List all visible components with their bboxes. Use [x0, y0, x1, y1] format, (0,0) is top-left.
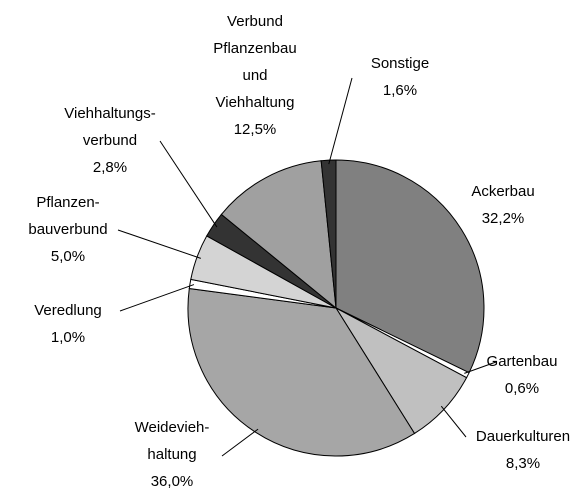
category-label: Gartenbau: [487, 353, 558, 370]
category-label: Pflanzen-bauverbund: [28, 194, 107, 238]
value-label: 8,3%: [506, 455, 540, 472]
value-label: 1,6%: [383, 82, 417, 99]
category-label: Dauerkulturen: [476, 428, 570, 445]
leader-line: [328, 77, 353, 165]
category-label: Ackerbau: [471, 183, 534, 200]
category-label: Sonstige: [371, 55, 429, 72]
category-label: Verbund Pflanzenbau und Viehhaltung: [213, 13, 296, 111]
pie-slice: [335, 159, 485, 374]
pie-slice: [220, 160, 337, 310]
value-label: 1,0%: [51, 329, 85, 346]
leader-line: [440, 405, 467, 438]
value-label: 12,5%: [234, 121, 277, 138]
category-label: Veredlung: [34, 302, 102, 319]
value-label: 32,2%: [482, 210, 525, 227]
pie-slice: [320, 159, 337, 309]
leader-line: [117, 229, 201, 259]
leader-line: [119, 284, 195, 312]
leader-line: [464, 361, 497, 374]
category-label: Viehhaltungs-verbund: [64, 105, 155, 149]
pie-slice: [187, 287, 416, 457]
leader-line: [159, 140, 218, 228]
value-label: 2,8%: [93, 159, 127, 176]
value-label: 0,6%: [505, 380, 539, 397]
value-label: 5,0%: [51, 248, 85, 265]
value-label: 36,0%: [151, 473, 194, 490]
leader-line: [221, 428, 259, 457]
category-label: Weidevieh-haltung: [135, 419, 210, 463]
